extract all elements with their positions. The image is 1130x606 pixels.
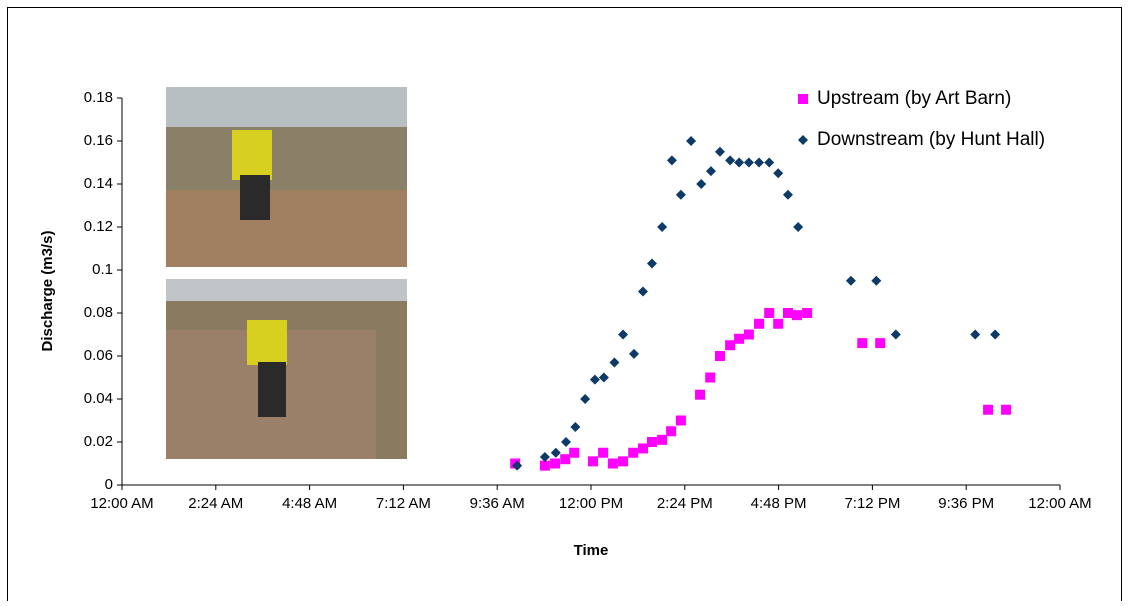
data-point <box>734 157 745 168</box>
data-point <box>618 329 629 340</box>
x-tick-label: 12:00 AM <box>90 495 153 512</box>
x-tick-label: 12:00 AM <box>1028 495 1091 512</box>
data-point <box>791 310 802 321</box>
y-tick-label: 0.04 <box>84 390 113 407</box>
photo-bottom <box>166 279 407 459</box>
y-tick-label: 0.08 <box>84 304 113 321</box>
data-point <box>754 318 765 329</box>
data-point <box>607 458 618 469</box>
data-point <box>539 460 550 471</box>
data-point <box>666 426 677 437</box>
x-axis-label: Time <box>574 542 609 559</box>
data-point <box>598 447 609 458</box>
data-point <box>871 275 882 286</box>
data-point <box>743 157 754 168</box>
y-tick-label: 0.06 <box>84 347 113 364</box>
data-point <box>539 452 550 463</box>
data-point <box>705 166 716 177</box>
legend-marker <box>798 135 808 145</box>
y-tick-label: 0.1 <box>92 261 113 278</box>
data-point <box>560 437 571 447</box>
data-point <box>580 394 591 404</box>
data-point <box>782 308 793 318</box>
data-point <box>857 338 868 349</box>
data-point <box>725 340 736 351</box>
x-tick-label: 7:12 PM <box>844 495 900 512</box>
data-point <box>628 447 639 458</box>
data-point <box>598 372 609 383</box>
data-point <box>1001 404 1012 415</box>
y-tick-label: 0.16 <box>84 132 113 149</box>
data-point <box>696 179 707 189</box>
data-point <box>657 222 668 232</box>
data-point <box>512 460 523 471</box>
data-point <box>675 415 686 426</box>
data-point <box>890 329 901 340</box>
data-point <box>734 333 745 344</box>
data-point <box>990 329 1001 340</box>
data-point <box>637 286 648 297</box>
data-point <box>705 372 716 383</box>
data-point <box>589 374 600 385</box>
x-tick-label: 9:36 PM <box>938 495 994 512</box>
y-tick-label: 0.14 <box>84 175 113 192</box>
x-tick-label: 2:24 AM <box>188 495 243 512</box>
data-point <box>764 157 775 168</box>
y-tick-label: 0 <box>105 476 113 493</box>
data-point <box>875 338 886 349</box>
y-axis-label: Discharge (m3/s) <box>39 231 56 352</box>
x-tick-label: 4:48 PM <box>751 495 807 512</box>
data-point <box>666 155 677 166</box>
x-tick-label: 9:36 AM <box>470 495 525 512</box>
data-point <box>628 348 639 359</box>
data-point <box>675 189 686 200</box>
data-point <box>695 389 706 400</box>
y-tick-label: 0.18 <box>84 89 113 106</box>
data-point <box>609 357 620 368</box>
data-point <box>587 456 598 467</box>
data-point <box>754 157 765 168</box>
data-point <box>570 421 581 432</box>
data-point <box>983 404 994 415</box>
data-point <box>764 308 775 318</box>
legend-label: Upstream (by Art Barn) <box>817 88 1011 109</box>
x-tick-label: 7:12 AM <box>376 495 431 512</box>
data-point <box>646 258 657 269</box>
data-point <box>773 168 784 179</box>
data-point <box>657 434 668 445</box>
y-tick-label: 0.02 <box>84 433 113 450</box>
chart-frame <box>7 7 1122 606</box>
data-point <box>714 146 725 157</box>
legend-label: Downstream (by Hunt Hall) <box>817 129 1045 150</box>
data-point <box>714 351 725 361</box>
legend-marker <box>798 94 808 104</box>
data-point <box>773 318 784 329</box>
x-tick-label: 12:00 PM <box>559 495 623 512</box>
data-point <box>743 329 754 340</box>
data-point <box>637 443 648 454</box>
data-point <box>618 456 629 467</box>
data-point <box>845 275 856 286</box>
photo-top <box>166 87 407 267</box>
data-point <box>782 189 793 200</box>
x-tick-label: 2:24 PM <box>657 495 713 512</box>
data-point <box>725 155 736 166</box>
data-point <box>970 329 981 340</box>
data-point <box>686 136 697 146</box>
data-point <box>550 458 561 469</box>
data-point <box>793 222 804 232</box>
data-point <box>569 447 580 458</box>
data-point <box>550 447 561 458</box>
data-point <box>560 454 571 465</box>
data-point <box>802 308 813 318</box>
y-tick-label: 0.12 <box>84 218 113 235</box>
data-point <box>646 437 657 447</box>
x-tick-label: 4:48 AM <box>282 495 337 512</box>
